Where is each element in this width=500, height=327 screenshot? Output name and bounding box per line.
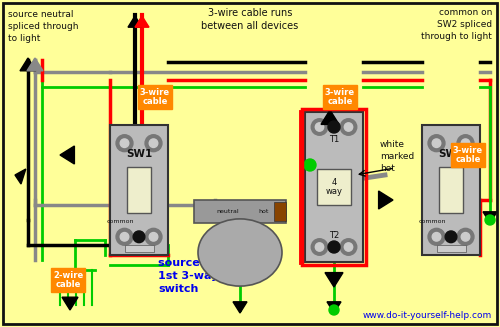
Polygon shape xyxy=(60,146,74,164)
Circle shape xyxy=(316,123,324,131)
Circle shape xyxy=(120,232,129,241)
Polygon shape xyxy=(327,302,341,313)
Text: SW2: SW2 xyxy=(438,148,464,159)
Circle shape xyxy=(120,139,129,147)
Text: 3-wire
cable: 3-wire cable xyxy=(325,88,355,106)
Circle shape xyxy=(432,139,441,147)
Polygon shape xyxy=(62,297,78,310)
Circle shape xyxy=(149,232,158,241)
Circle shape xyxy=(461,139,470,147)
Text: T1: T1 xyxy=(329,134,339,144)
Text: 4
way: 4 way xyxy=(326,178,342,196)
Circle shape xyxy=(145,228,162,245)
Polygon shape xyxy=(233,302,247,313)
Circle shape xyxy=(428,135,445,152)
Circle shape xyxy=(116,228,133,245)
Circle shape xyxy=(316,243,324,251)
Circle shape xyxy=(485,215,495,225)
Circle shape xyxy=(329,305,339,315)
Circle shape xyxy=(344,123,352,131)
Text: T2: T2 xyxy=(329,231,339,239)
Circle shape xyxy=(133,231,145,243)
Circle shape xyxy=(311,119,328,135)
Text: SW1: SW1 xyxy=(126,148,152,159)
Polygon shape xyxy=(128,16,142,27)
Circle shape xyxy=(328,241,340,253)
Bar xyxy=(422,125,480,255)
Circle shape xyxy=(340,119,357,135)
Bar xyxy=(302,109,366,265)
Text: common on
SW2 spliced
through to light: common on SW2 spliced through to light xyxy=(421,8,492,41)
Text: common: common xyxy=(419,219,446,224)
Bar xyxy=(316,169,352,205)
Circle shape xyxy=(311,239,328,255)
Polygon shape xyxy=(15,169,26,184)
Polygon shape xyxy=(20,58,36,71)
Circle shape xyxy=(149,139,158,147)
Circle shape xyxy=(145,135,162,152)
Polygon shape xyxy=(321,110,339,124)
Circle shape xyxy=(457,135,474,152)
Circle shape xyxy=(445,231,457,243)
Bar xyxy=(436,245,466,252)
Circle shape xyxy=(340,239,357,255)
Polygon shape xyxy=(27,58,43,71)
Circle shape xyxy=(328,121,340,133)
Text: hot: hot xyxy=(258,209,268,214)
Bar xyxy=(274,202,286,221)
Text: 3-wire
cable: 3-wire cable xyxy=(140,88,170,106)
Bar xyxy=(124,245,154,252)
Polygon shape xyxy=(325,273,343,287)
Bar xyxy=(194,200,286,223)
Text: 3-wire cable runs
between all devices: 3-wire cable runs between all devices xyxy=(202,8,298,31)
Text: 3-wire
cable: 3-wire cable xyxy=(453,146,483,164)
Polygon shape xyxy=(483,212,497,223)
Circle shape xyxy=(432,232,441,241)
Polygon shape xyxy=(378,191,393,209)
Bar xyxy=(110,125,168,255)
Text: source @
1st 3-way
switch: source @ 1st 3-way switch xyxy=(158,258,218,294)
Text: common: common xyxy=(107,219,134,224)
Bar xyxy=(305,112,363,262)
Ellipse shape xyxy=(198,219,282,286)
Circle shape xyxy=(461,232,470,241)
Text: source neutral
spliced through
to light: source neutral spliced through to light xyxy=(8,10,78,43)
Circle shape xyxy=(304,159,316,171)
Circle shape xyxy=(116,135,133,152)
Bar xyxy=(440,166,462,214)
Text: 2-wire
cable: 2-wire cable xyxy=(53,271,83,289)
Circle shape xyxy=(344,243,352,251)
Circle shape xyxy=(428,228,445,245)
Circle shape xyxy=(457,228,474,245)
Bar xyxy=(128,166,150,214)
Text: neutral: neutral xyxy=(216,209,238,214)
Text: white
marked
hot: white marked hot xyxy=(380,140,414,173)
Polygon shape xyxy=(135,16,149,27)
Text: www.do-it-yourself-help.com: www.do-it-yourself-help.com xyxy=(363,311,492,320)
